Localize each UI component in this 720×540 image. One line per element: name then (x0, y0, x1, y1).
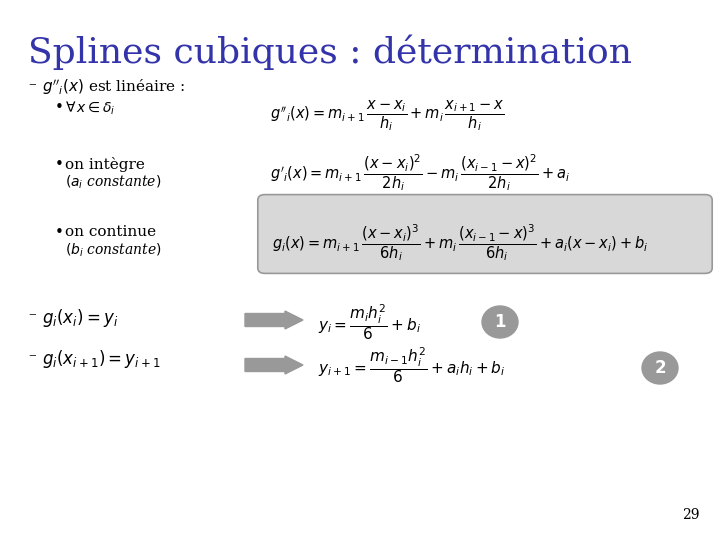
Text: •: • (55, 157, 64, 172)
Text: –: – (28, 348, 35, 362)
Text: on continue: on continue (65, 225, 156, 239)
Ellipse shape (642, 352, 678, 384)
Text: $g'_i(x)= m_{i+1}\,\dfrac{(x - x_i)^2}{2h_i} - m_i\,\dfrac{(x_{i-1} - x)^2}{2h_i: $g'_i(x)= m_{i+1}\,\dfrac{(x - x_i)^2}{2… (270, 152, 570, 193)
Text: $y_{i+1} = \dfrac{m_{i-1} h_i^2}{6} + a_i h_i + b_i$: $y_{i+1} = \dfrac{m_{i-1} h_i^2}{6} + a_… (318, 345, 505, 385)
Text: 1: 1 (494, 313, 505, 331)
FancyArrow shape (245, 356, 303, 374)
Text: $y_i = \dfrac{m_i h_i^2}{6} + b_i$: $y_i = \dfrac{m_i h_i^2}{6} + b_i$ (318, 302, 421, 342)
Text: $g''_i(x)$ est linéaire :: $g''_i(x)$ est linéaire : (42, 77, 185, 97)
Text: 2: 2 (654, 359, 666, 377)
Text: $g_i(x)= m_{i+1}\,\dfrac{(x - x_i)^3}{6h_i} + m_i\,\dfrac{(x_{i-1} - x)^3}{6h_i}: $g_i(x)= m_{i+1}\,\dfrac{(x - x_i)^3}{6h… (272, 222, 649, 263)
Text: •: • (55, 100, 64, 115)
FancyBboxPatch shape (258, 194, 712, 273)
Ellipse shape (482, 306, 518, 338)
Text: $\forall\, x \in \delta_i$: $\forall\, x \in \delta_i$ (65, 100, 116, 117)
Text: •: • (55, 225, 64, 240)
Text: –: – (28, 307, 35, 321)
Text: $(b_i$ constante$)$: $(b_i$ constante$)$ (65, 242, 162, 259)
FancyArrow shape (245, 311, 303, 329)
Text: 29: 29 (683, 508, 700, 522)
Text: $g_i(x_i) = y_i$: $g_i(x_i) = y_i$ (42, 307, 118, 329)
Text: –: – (28, 77, 35, 91)
Text: $g_i(x_{i+1}) = y_{i+1}$: $g_i(x_{i+1}) = y_{i+1}$ (42, 348, 161, 370)
Text: Splines cubiques : détermination: Splines cubiques : détermination (28, 35, 632, 71)
Text: $(a_i$ constante$)$: $(a_i$ constante$)$ (65, 174, 161, 191)
Text: $g''_i(x)= m_{i+1}\,\dfrac{x - x_i}{h_i} + m_i\,\dfrac{x_{i+1} - x}{h_i}$: $g''_i(x)= m_{i+1}\,\dfrac{x - x_i}{h_i}… (270, 98, 505, 133)
Text: on intègre: on intègre (65, 157, 145, 172)
